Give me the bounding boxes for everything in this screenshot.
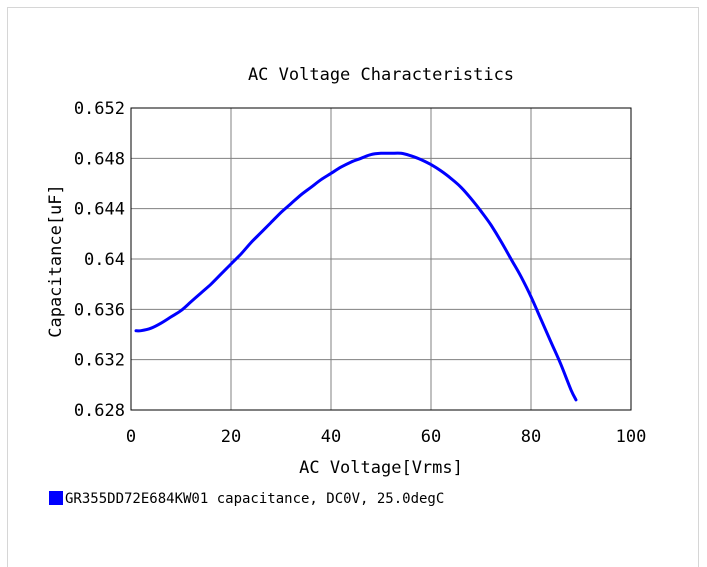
x-tick-label: 40 (321, 427, 341, 447)
chart-frame (7, 7, 699, 567)
legend-label: GR355DD72E684KW01 capacitance, DC0V, 25.… (65, 491, 444, 507)
x-tick-label: 0 (126, 427, 136, 447)
y-tick-label: 0.636 (74, 300, 125, 320)
tick-labels: 0 20 40 60 80 100 0.628 0.632 0.636 0.64 0.644 0.64… (74, 99, 647, 447)
legend: GR355DD72E684KW01 capacitance, DC0V, 25.… (49, 491, 444, 507)
y-tick-label: 0.648 (74, 149, 125, 169)
x-tick-label: 20 (221, 427, 241, 447)
series-line (134, 151, 578, 402)
y-tick-label: 0.632 (74, 351, 125, 371)
y-axis-label: Capacitance[uF] (46, 184, 66, 338)
x-axis-label: AC Voltage[Vrms] (299, 458, 463, 478)
legend-swatch (49, 491, 63, 505)
chart-title: AC Voltage Characteristics (248, 65, 514, 85)
y-tick-label: 0.652 (74, 99, 125, 119)
y-tick-label: 0.64 (84, 250, 125, 270)
y-tick-label: 0.628 (74, 401, 125, 421)
x-tick-label: 80 (521, 427, 541, 447)
y-tick-label: 0.644 (74, 200, 125, 220)
x-tick-label: 100 (616, 427, 647, 447)
plot-area (130, 107, 632, 411)
x-tick-label: 60 (421, 427, 441, 447)
